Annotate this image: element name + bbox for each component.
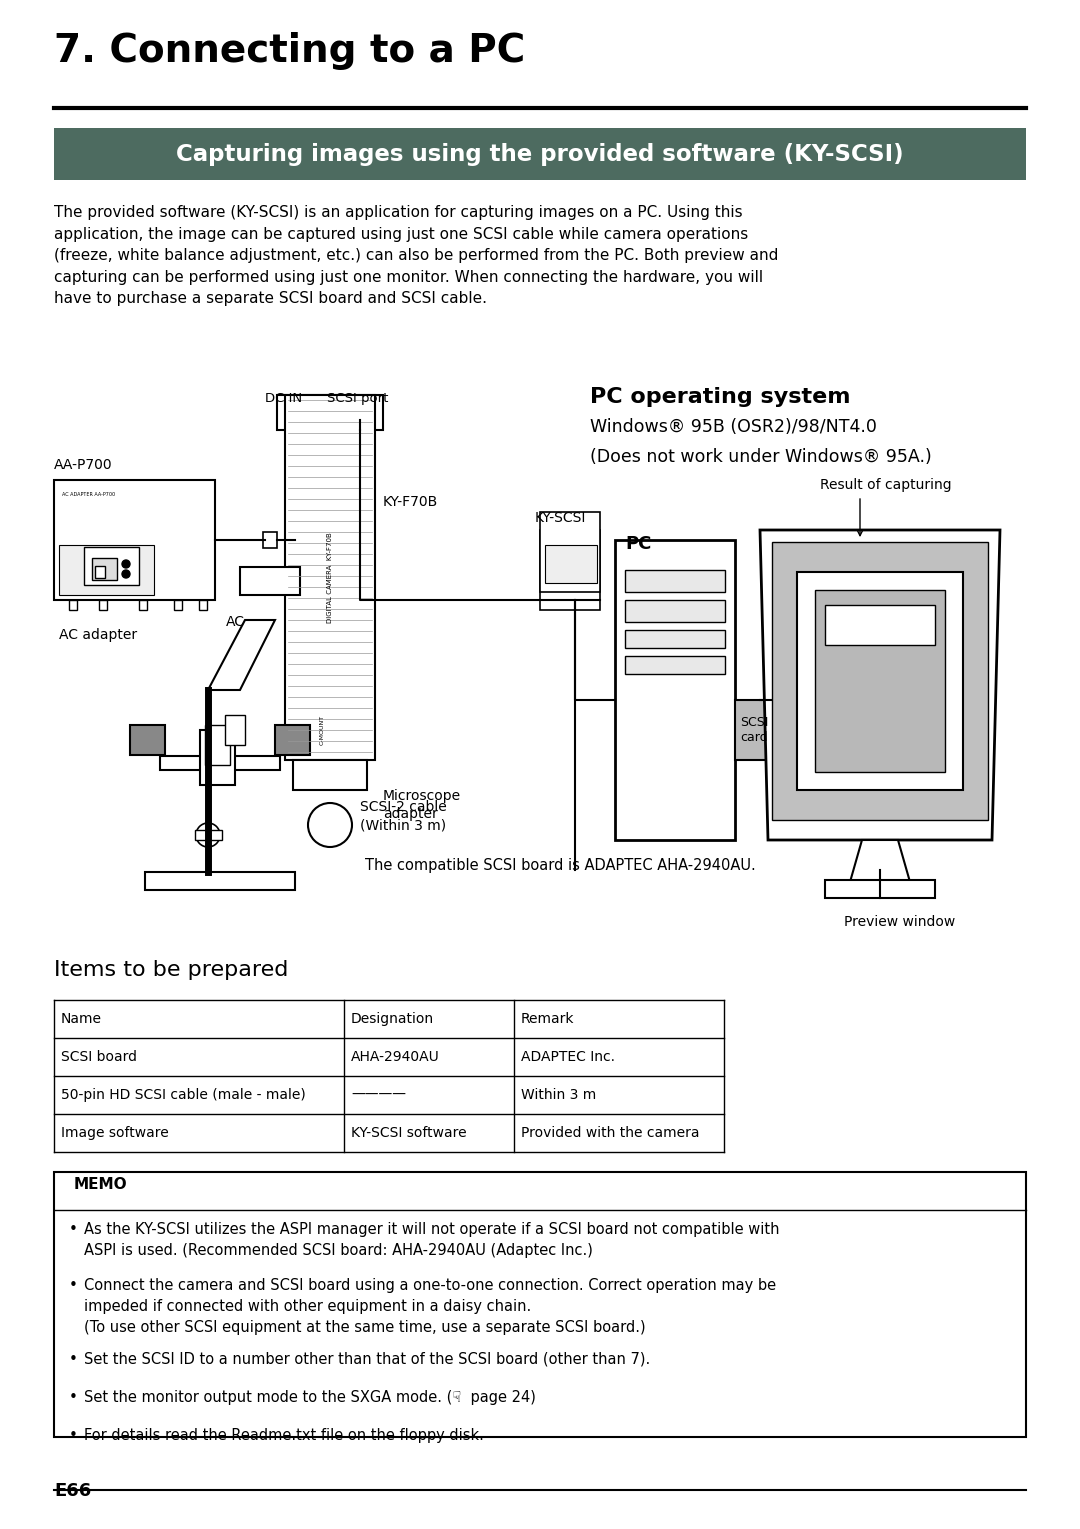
Bar xyxy=(160,755,280,771)
Bar xyxy=(293,760,367,790)
Bar xyxy=(199,599,207,610)
Bar xyxy=(95,566,105,578)
Text: AA-P700: AA-P700 xyxy=(54,459,112,472)
Text: SCSI-2 cable
(Within 3 m): SCSI-2 cable (Within 3 m) xyxy=(360,800,447,832)
Text: PC: PC xyxy=(625,535,651,553)
Bar xyxy=(548,541,583,550)
Bar xyxy=(772,541,988,820)
Text: AC ADAPTER AA-P700: AC ADAPTER AA-P700 xyxy=(62,492,116,497)
Polygon shape xyxy=(760,531,1000,839)
Text: Preview window: Preview window xyxy=(845,914,956,930)
Bar xyxy=(625,599,725,622)
Text: SCSI
card: SCSI card xyxy=(740,716,768,745)
Bar xyxy=(59,544,154,595)
Bar xyxy=(625,656,725,674)
Text: •: • xyxy=(69,1278,78,1294)
Text: SCSI port: SCSI port xyxy=(327,391,389,405)
Text: Items to be prepared: Items to be prepared xyxy=(54,960,288,980)
Bar xyxy=(295,401,310,414)
Bar xyxy=(225,716,245,745)
Text: KY-F70B: KY-F70B xyxy=(383,495,438,509)
Text: •: • xyxy=(69,1428,78,1443)
Text: The provided software (KY-SCSI) is an application for capturing images on a PC. : The provided software (KY-SCSI) is an ap… xyxy=(54,205,779,306)
Text: E66: E66 xyxy=(54,1482,91,1500)
Text: Capturing images using the provided software (KY-SCSI): Capturing images using the provided soft… xyxy=(176,142,904,165)
Bar xyxy=(797,572,963,790)
Bar xyxy=(69,599,77,610)
Text: KY-SCSI software: KY-SCSI software xyxy=(351,1125,467,1141)
Text: DIGITAL CAMERA  KY-F70B: DIGITAL CAMERA KY-F70B xyxy=(327,532,333,622)
Polygon shape xyxy=(208,619,275,690)
Circle shape xyxy=(122,560,130,567)
Bar xyxy=(548,560,583,567)
Text: C-MOUNT: C-MOUNT xyxy=(320,716,324,745)
Text: •: • xyxy=(69,1222,78,1237)
Text: MEMO: MEMO xyxy=(75,1177,127,1193)
Bar xyxy=(276,394,383,430)
Text: DC IN: DC IN xyxy=(265,391,302,405)
Bar xyxy=(130,725,165,755)
Text: KY-SCSI: KY-SCSI xyxy=(535,511,586,524)
Bar xyxy=(285,394,375,760)
Text: PC operating system: PC operating system xyxy=(590,387,851,407)
Text: For details read the Readme.txt file on the floppy disk.: For details read the Readme.txt file on … xyxy=(84,1428,484,1443)
Text: Microscope
adapter: Microscope adapter xyxy=(383,789,461,821)
Bar xyxy=(540,512,600,592)
Text: 7. Connecting to a PC: 7. Connecting to a PC xyxy=(54,32,525,70)
Text: AC adapter: AC adapter xyxy=(59,628,137,642)
Text: Set the SCSI ID to a number other than that of the SCSI board (other than 7).: Set the SCSI ID to a number other than t… xyxy=(84,1352,650,1367)
Bar xyxy=(99,599,107,610)
Text: ADAPTEC Inc.: ADAPTEC Inc. xyxy=(521,1050,615,1064)
Bar xyxy=(200,729,235,784)
Bar xyxy=(54,1173,1026,1437)
Bar xyxy=(735,700,780,760)
Text: Provided with the camera: Provided with the camera xyxy=(521,1125,700,1141)
Bar xyxy=(54,128,1026,180)
Bar xyxy=(54,480,215,599)
Text: 50-pin HD SCSI cable (male - male): 50-pin HD SCSI cable (male - male) xyxy=(60,1089,306,1102)
Bar xyxy=(264,532,276,547)
Text: Connect the camera and SCSI board using a one-to-one connection. Correct operati: Connect the camera and SCSI board using … xyxy=(84,1278,777,1335)
Bar xyxy=(340,401,355,414)
Bar xyxy=(825,605,935,645)
Bar xyxy=(195,830,222,839)
Text: •: • xyxy=(69,1352,78,1367)
Text: Name: Name xyxy=(60,1012,102,1026)
Text: (Does not work under Windows® 95A.): (Does not work under Windows® 95A.) xyxy=(590,448,932,466)
Circle shape xyxy=(122,570,130,578)
Bar xyxy=(625,570,725,592)
Circle shape xyxy=(195,823,220,847)
Text: As the KY-SCSI utilizes the ASPI manager it will not operate if a SCSI board not: As the KY-SCSI utilizes the ASPI manager… xyxy=(84,1222,780,1258)
Text: Image software: Image software xyxy=(60,1125,168,1141)
Bar xyxy=(139,599,147,610)
Bar xyxy=(545,544,597,583)
Bar xyxy=(275,725,310,755)
Polygon shape xyxy=(850,839,910,882)
Text: Result of capturing: Result of capturing xyxy=(820,479,951,492)
Text: AHA-2940AU: AHA-2940AU xyxy=(351,1050,440,1064)
Bar xyxy=(825,881,935,898)
Text: SCSI board: SCSI board xyxy=(60,1050,137,1064)
Text: Within 3 m: Within 3 m xyxy=(521,1089,596,1102)
Text: Windows® 95B (OSR2)/98/NT4.0: Windows® 95B (OSR2)/98/NT4.0 xyxy=(590,417,877,436)
Bar xyxy=(92,558,117,579)
Bar xyxy=(240,567,300,595)
Bar xyxy=(625,630,725,648)
Text: ————: ———— xyxy=(351,1089,406,1102)
Text: AC: AC xyxy=(226,615,244,628)
Circle shape xyxy=(308,803,352,847)
Text: Remark: Remark xyxy=(521,1012,575,1026)
Bar xyxy=(174,599,183,610)
Text: Designation: Designation xyxy=(351,1012,434,1026)
Bar xyxy=(205,725,230,764)
Text: Set the monitor output mode to the SXGA mode. (☟  page 24): Set the monitor output mode to the SXGA … xyxy=(84,1390,536,1405)
Text: The compatible SCSI board is ADAPTEC AHA-2940AU.: The compatible SCSI board is ADAPTEC AHA… xyxy=(365,858,756,873)
Bar xyxy=(145,872,295,890)
Text: •: • xyxy=(69,1390,78,1405)
Bar xyxy=(545,528,597,566)
Bar xyxy=(815,590,945,772)
Bar xyxy=(84,547,139,586)
Bar xyxy=(615,540,735,839)
Bar xyxy=(540,531,600,610)
